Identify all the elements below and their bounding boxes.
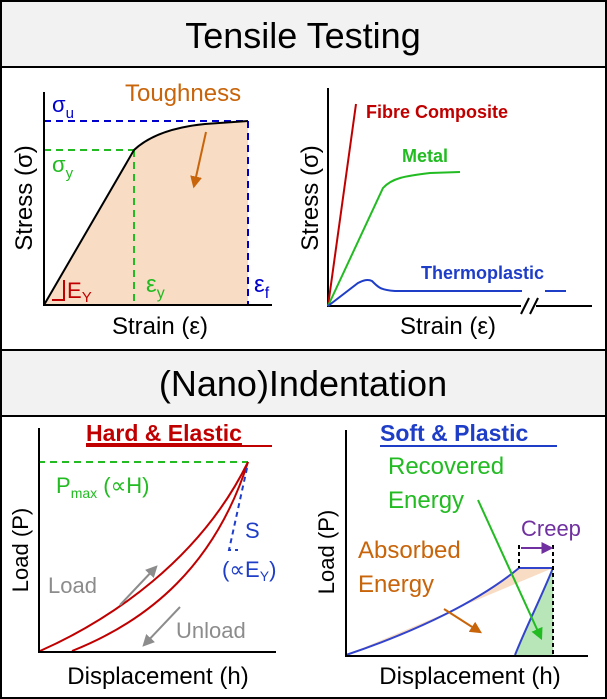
metal-curve bbox=[327, 171, 461, 307]
modulus-triangle bbox=[52, 280, 65, 301]
x-axis-label: Displacement (h) bbox=[67, 663, 248, 690]
unloading-curve bbox=[514, 567, 554, 656]
indent-right-panel: Soft & Plastic Load (P) Displacement (h)… bbox=[314, 420, 588, 690]
x-axis-label: Strain (ε) bbox=[112, 313, 208, 340]
stress-strain-curve bbox=[43, 120, 249, 306]
header-indentation-box bbox=[0, 349, 607, 417]
absorbed-label-line1: Absorbed bbox=[358, 537, 461, 564]
sigma-u-label: σu bbox=[52, 92, 74, 122]
y-axis-label: Load (P) bbox=[314, 510, 339, 594]
axis-break-mark bbox=[529, 297, 539, 315]
hard-elastic-title: Hard & Elastic bbox=[86, 420, 242, 446]
modulus-label: EY bbox=[67, 278, 92, 306]
fibre-curve bbox=[327, 103, 357, 307]
axis-break-mark bbox=[520, 297, 530, 315]
eps-y-label: εy bbox=[146, 271, 165, 302]
stiffness-tangent bbox=[227, 467, 248, 551]
recovered-label-line2: Energy bbox=[388, 487, 464, 514]
header-tensile-box bbox=[0, 0, 607, 68]
recovered-label-line1: Recovered bbox=[388, 453, 504, 480]
pmax-label: Pmax (∝H) bbox=[56, 473, 150, 501]
load-label: Load bbox=[48, 573, 97, 598]
tensile-right-panel: Stress (σ) Strain (ε) Fibre Composite Me… bbox=[297, 88, 592, 340]
unload-arrow bbox=[142, 606, 181, 647]
toughness-area bbox=[44, 121, 248, 305]
metal-label: Metal bbox=[402, 146, 448, 166]
x-axis-label: Displacement (h) bbox=[379, 663, 560, 690]
indent-left-panel: Hard & Elastic Load (P) Displacement (h)… bbox=[8, 420, 276, 690]
creep-label: Creep bbox=[521, 516, 581, 541]
thermoplastic-label: Thermoplastic bbox=[421, 263, 544, 283]
absorbed-arrow bbox=[443, 608, 483, 634]
thermoplastic-curve bbox=[327, 278, 522, 307]
toughness-arrow bbox=[190, 131, 207, 189]
absorbed-label-line2: Energy bbox=[358, 571, 434, 598]
header-indentation: (Nano)Indentation bbox=[159, 363, 447, 404]
unload-label: Unload bbox=[176, 618, 246, 643]
load-arrow bbox=[119, 565, 158, 606]
y-axis-label: Stress (σ) bbox=[11, 145, 38, 250]
unloading-curve bbox=[71, 461, 249, 652]
loading-curve bbox=[39, 461, 249, 652]
header-tensile: Tensile Testing bbox=[185, 15, 420, 56]
loading-curve bbox=[345, 567, 520, 656]
stiffness-note: (∝EY) bbox=[222, 557, 276, 584]
fibre-label: Fibre Composite bbox=[366, 102, 508, 122]
toughness-label: Toughness bbox=[125, 80, 241, 107]
sigma-y-label: σy bbox=[52, 152, 74, 182]
eps-f-label: εf bbox=[254, 271, 270, 302]
tensile-left-panel: Stress (σ) Strain (ε) σu σy Toughness EY… bbox=[11, 80, 272, 340]
recovered-arrow bbox=[477, 499, 543, 641]
y-axis-label: Load (P) bbox=[8, 508, 33, 592]
x-axis-label: Strain (ε) bbox=[400, 313, 496, 340]
y-axis-label: Stress (σ) bbox=[297, 145, 324, 250]
stiffness-label: S bbox=[245, 518, 260, 543]
soft-plastic-title: Soft & Plastic bbox=[380, 420, 528, 446]
